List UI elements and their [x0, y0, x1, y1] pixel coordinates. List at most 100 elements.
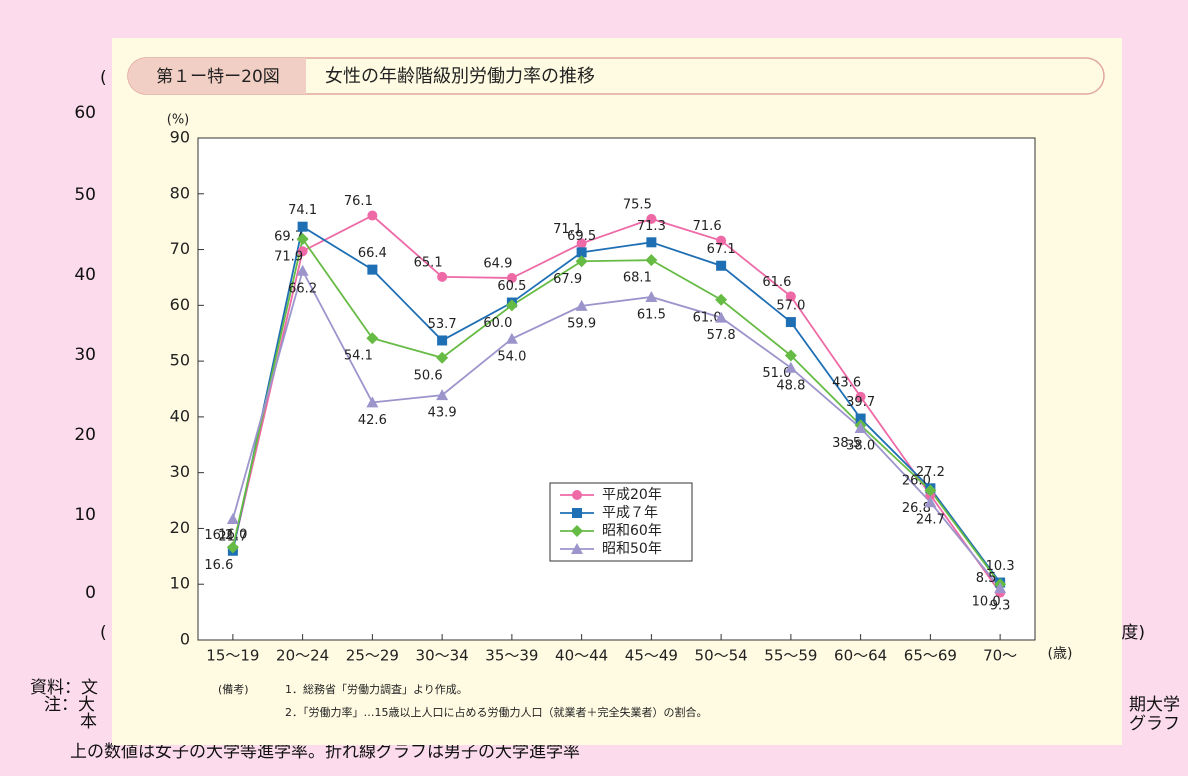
note: 1．総務省「労働力調査」より作成。 [285, 682, 468, 696]
x-tick-label: 70～ [983, 647, 1017, 665]
data-label: 43.6 [832, 375, 861, 390]
y-tick-label: 10 [170, 574, 190, 593]
data-label: 59.9 [567, 316, 596, 331]
marker [297, 246, 308, 257]
data-label: 27.2 [916, 465, 945, 480]
legend-label: 昭和60年 [602, 523, 662, 539]
data-label: 38.5 [832, 436, 861, 451]
data-label: 10.3 [986, 559, 1015, 574]
background-text: 本 [80, 712, 97, 732]
marker [436, 351, 449, 364]
marker [366, 332, 379, 345]
marker [784, 349, 797, 362]
data-label: 69.5 [567, 229, 596, 244]
marker [854, 422, 867, 434]
legend-label: 昭和50年 [602, 541, 662, 557]
background-tick: 10 [74, 505, 96, 525]
marker [436, 389, 449, 401]
marker [715, 311, 728, 323]
x-tick-label: 15～19 [206, 647, 259, 665]
marker [924, 484, 937, 497]
data-label: 60.0 [483, 316, 512, 331]
y-tick-label: 50 [170, 351, 190, 370]
data-label: 68.1 [623, 271, 652, 286]
data-label: 61.6 [762, 275, 791, 290]
data-label: 64.9 [483, 257, 512, 272]
data-label: 53.7 [428, 317, 457, 332]
data-label: 74.1 [288, 203, 317, 218]
marker [437, 271, 448, 282]
y-tick-label: 60 [170, 295, 190, 314]
data-label: 16.0 [218, 527, 247, 542]
data-label: 69.7 [274, 230, 303, 245]
data-label: 61.0 [693, 310, 722, 325]
marker [575, 255, 588, 268]
figure-number: 第１ー特ー20図 [156, 67, 280, 87]
marker [297, 221, 308, 232]
data-label: 16.2 [204, 528, 233, 543]
legend-label: 平成20年 [602, 487, 662, 503]
marker [646, 237, 657, 248]
marker [785, 317, 796, 328]
y-axis-label: (%) [167, 113, 190, 128]
data-label: 66.2 [288, 281, 317, 296]
background-text: グラフ [1129, 714, 1180, 734]
marker [645, 254, 658, 267]
data-label: 50.6 [414, 368, 443, 383]
series-line [231, 214, 1001, 594]
background-tick: 30 [74, 345, 96, 365]
marker [994, 582, 1007, 594]
marker [505, 299, 518, 312]
background-text: 注：大 [44, 695, 95, 715]
x-tick-label: 60～64 [834, 647, 887, 665]
x-tick-label: 55～59 [764, 647, 817, 665]
data-label: 67.1 [707, 242, 736, 257]
data-label: 43.9 [428, 406, 457, 421]
data-label: 24.7 [916, 513, 945, 528]
background-text: 上の数値は女子の大学等進学率。折れ線グラフは男子の大学進学率 [70, 742, 580, 762]
marker [572, 490, 582, 500]
marker [716, 260, 727, 271]
background-text: 資料：文 [30, 678, 98, 698]
data-label: 57.0 [776, 299, 805, 314]
marker [226, 512, 239, 524]
marker [505, 332, 518, 344]
marker [367, 264, 378, 275]
marker [367, 210, 378, 221]
plot-area [197, 137, 1036, 641]
marker [366, 396, 379, 408]
data-label: 38.0 [846, 439, 875, 454]
marker [784, 361, 797, 373]
y-tick-label: 30 [170, 462, 190, 481]
marker [785, 291, 796, 302]
y-tick-label: 20 [170, 518, 190, 537]
series-line [231, 236, 1001, 585]
data-label: 57.8 [707, 328, 736, 343]
y-tick-label: 70 [170, 239, 190, 258]
data-label: 16.6 [204, 558, 233, 573]
figure-number-box [128, 58, 306, 94]
marker [716, 235, 727, 246]
data-label: 75.5 [623, 197, 652, 212]
marker [576, 238, 587, 249]
data-label: 54.0 [497, 349, 526, 364]
data-label: 48.8 [776, 378, 805, 393]
marker [506, 273, 517, 284]
marker [646, 213, 657, 224]
x-tick-label: 35～39 [485, 647, 538, 665]
background-tick: 50 [74, 185, 96, 205]
data-label: 65.1 [414, 255, 443, 270]
x-tick-label: 25～29 [346, 647, 399, 665]
x-tick-label: 45～49 [625, 647, 678, 665]
x-tick-label: 20～24 [276, 647, 329, 665]
x-tick-label: 50～54 [695, 647, 748, 665]
y-tick-label: 0 [180, 630, 190, 649]
marker [572, 508, 582, 518]
data-label: 61.5 [637, 307, 666, 322]
marker [576, 247, 587, 258]
marker [296, 264, 309, 276]
marker [437, 335, 448, 346]
data-label: 51.0 [762, 366, 791, 381]
